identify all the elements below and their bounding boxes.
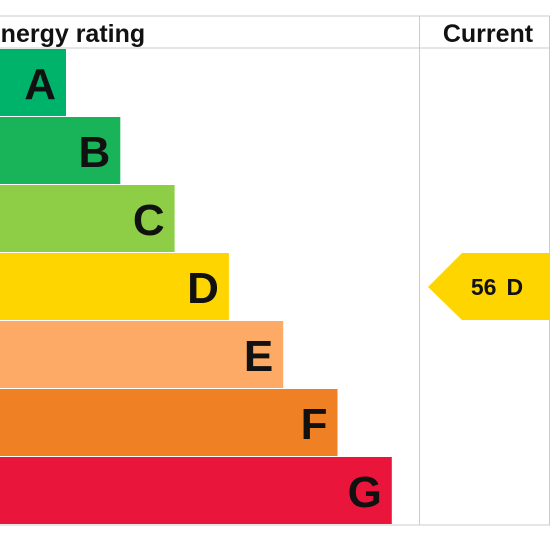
- band-label: D: [187, 264, 219, 313]
- current-band: D: [506, 274, 523, 300]
- band-bar: [0, 457, 392, 524]
- band-bar: [0, 321, 284, 388]
- band-label: C: [133, 196, 165, 245]
- header-title: Energy rating: [0, 20, 145, 48]
- band-label: G: [348, 468, 382, 517]
- current-arrow: [428, 253, 550, 320]
- band-bar: [0, 389, 338, 456]
- band-bar: [0, 49, 66, 116]
- current-rating: 56 D: [471, 274, 523, 300]
- band-label: E: [244, 332, 273, 381]
- header-current: Current: [443, 20, 534, 48]
- band-bar: [0, 185, 175, 252]
- band-label: B: [79, 128, 111, 177]
- band-bar: [0, 253, 229, 320]
- current-score: 56: [471, 274, 497, 300]
- band-bar: [0, 117, 121, 184]
- band-label: F: [301, 400, 328, 449]
- band-label: A: [24, 60, 56, 109]
